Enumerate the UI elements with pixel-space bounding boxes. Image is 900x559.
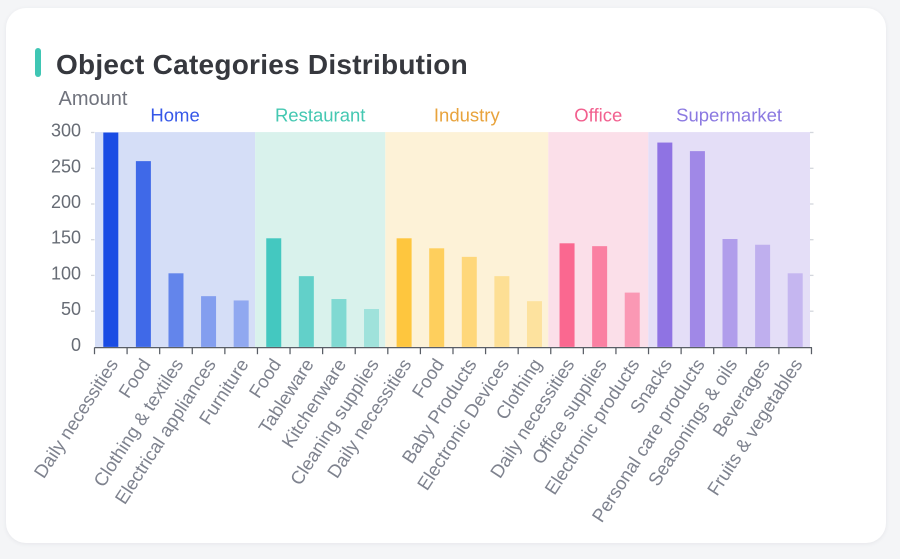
svg-text:250: 250 bbox=[51, 156, 81, 176]
svg-text:300: 300 bbox=[51, 121, 81, 141]
svg-text:50: 50 bbox=[61, 299, 81, 319]
svg-text:200: 200 bbox=[51, 192, 81, 212]
svg-text:150: 150 bbox=[51, 228, 81, 248]
svg-text:Office: Office bbox=[574, 105, 622, 126]
svg-text:100: 100 bbox=[51, 263, 81, 283]
svg-text:0: 0 bbox=[71, 335, 81, 355]
svg-text:Industry: Industry bbox=[434, 105, 501, 126]
svg-text:Supermarket: Supermarket bbox=[676, 105, 782, 126]
svg-text:Restaurant: Restaurant bbox=[275, 105, 366, 126]
svg-text:Home: Home bbox=[150, 105, 199, 126]
